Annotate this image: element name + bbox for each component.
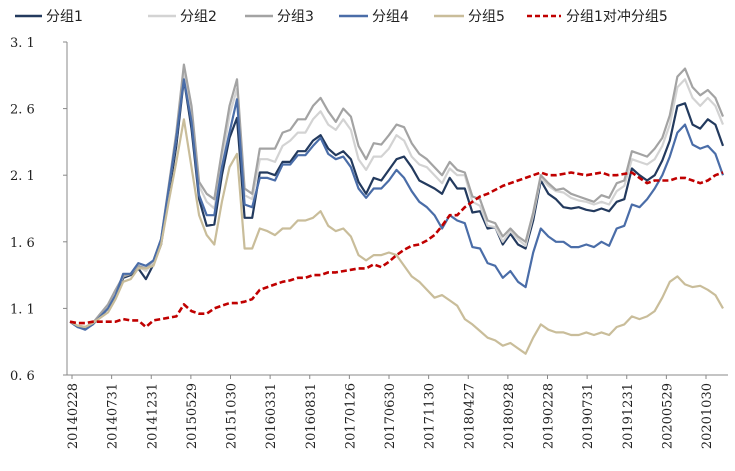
y-tick-label: 1. 6 (10, 236, 35, 251)
legend-label-group5: 分组5 (468, 9, 505, 25)
legend-label-group3: 分组3 (277, 9, 314, 25)
x-tick-label: 20140228 (66, 383, 81, 449)
x-tick-label: 20170630 (383, 383, 398, 449)
legend-label-group4: 分组4 (372, 9, 409, 25)
y-tick-label: 3. 1 (10, 36, 35, 51)
x-tick-label: 20191231 (621, 383, 636, 449)
x-tick-label: 20201030 (700, 383, 715, 449)
x-tick-label: 20200529 (660, 383, 675, 449)
x-tick-label: 20141231 (145, 383, 160, 449)
y-ticks: 0. 6 1. 1 1. 6 2. 1 2. 6 3. 1 (10, 36, 67, 384)
legend: 分组1 分组2 分组3 分组4 分组5 分组1对冲分组5 (15, 9, 668, 25)
legend-label-hedge: 分组1对冲分组5 (566, 9, 668, 25)
legend-label-group1: 分组1 (46, 9, 83, 25)
plot-area (69, 63, 725, 355)
x-tick-label: 20180928 (502, 383, 517, 449)
x-tick-label: 20171130 (423, 383, 438, 449)
x-ticks: 20140228 20140731 20141231 20150529 20151030… (66, 375, 715, 449)
x-tick-label: 20150529 (185, 383, 200, 449)
x-tick-label: 20190731 (581, 383, 596, 449)
x-tick-label: 20190228 (542, 383, 557, 449)
series-line-6 (69, 171, 724, 329)
y-tick-label: 2. 6 (10, 103, 35, 118)
legend-label-group2: 分组2 (180, 9, 217, 25)
x-tick-label: 20151030 (225, 383, 240, 449)
axes (66, 42, 728, 376)
series-line-5 (69, 118, 724, 355)
x-tick-label: 20160331 (264, 383, 279, 449)
y-tick-label: 0. 6 (10, 369, 35, 384)
series-line-4 (69, 78, 725, 331)
x-tick-label: 20180427 (462, 383, 477, 449)
y-tick-label: 1. 1 (10, 302, 35, 317)
y-tick-label: 2. 1 (10, 169, 35, 184)
x-tick-label: 20160831 (304, 383, 319, 449)
x-tick-label: 20170126 (343, 383, 358, 449)
x-tick-label: 20140731 (106, 383, 121, 449)
